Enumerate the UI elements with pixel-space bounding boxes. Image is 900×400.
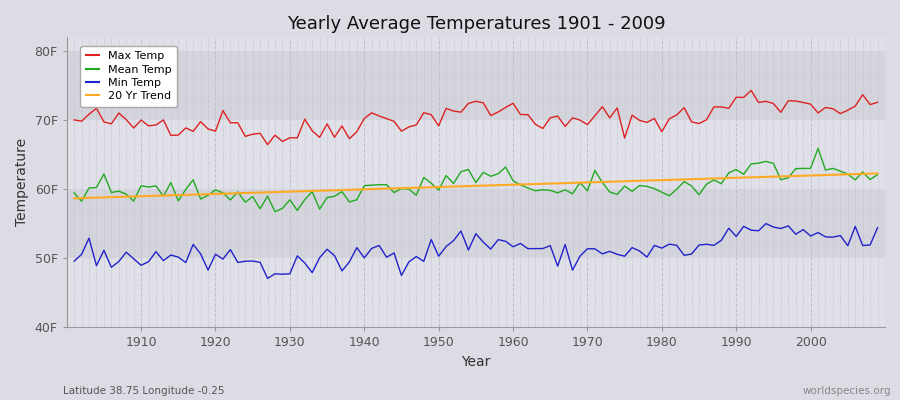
Text: worldspecies.org: worldspecies.org [803,386,891,396]
Min Temp [515,241,526,246]
20 Yr Trend [872,171,883,176]
Mean Temp [813,146,824,151]
20 Yr Trend [68,196,79,201]
Min Temp [129,256,140,261]
Text: Latitude 38.75 Longitude -0.25: Latitude 38.75 Longitude -0.25 [63,386,224,396]
Min Temp [508,244,518,249]
Bar [67,258,885,328]
Mean Temp [300,197,310,202]
20 Yr Trend [337,188,347,192]
20 Yr Trend [597,180,608,184]
X-axis label: Year: Year [461,355,491,369]
Line: Min Temp: Min Temp [74,224,878,278]
Bar [67,120,885,189]
Max Temp [262,142,273,147]
Max Temp [515,112,526,117]
Max Temp [746,88,757,93]
Mean Temp [872,172,883,177]
Legend: Max Temp, Mean Temp, Min Temp, 20 Yr Trend: Max Temp, Mean Temp, Min Temp, 20 Yr Tre… [80,46,177,107]
Max Temp [605,116,616,120]
Min Temp [605,249,616,254]
Min Temp [68,259,79,264]
Line: Mean Temp: Mean Temp [74,148,878,212]
Max Temp [872,100,883,105]
Min Temp [344,260,355,264]
Max Temp [68,118,79,122]
Title: Yearly Average Temperatures 1901 - 2009: Yearly Average Temperatures 1901 - 2009 [286,15,665,33]
Max Temp [129,126,140,130]
Max Temp [508,101,518,106]
20 Yr Trend [500,182,511,187]
Mean Temp [68,190,79,195]
Mean Temp [605,190,616,194]
Mean Temp [344,200,355,204]
Min Temp [760,221,771,226]
Bar [67,51,885,120]
Min Temp [262,276,273,281]
20 Yr Trend [129,194,140,199]
Mean Temp [515,182,526,187]
20 Yr Trend [292,189,302,194]
Mean Temp [129,199,140,204]
Mean Temp [508,178,518,183]
Min Temp [300,260,310,265]
Max Temp [344,136,355,141]
Mean Temp [270,209,281,214]
Bar [67,189,885,258]
Min Temp [872,225,883,230]
Line: 20 Yr Trend: 20 Yr Trend [74,174,878,198]
Bar [67,37,885,51]
Max Temp [300,117,310,122]
20 Yr Trend [508,182,518,187]
Line: Max Temp: Max Temp [74,90,878,145]
Y-axis label: Temperature: Temperature [15,138,29,226]
